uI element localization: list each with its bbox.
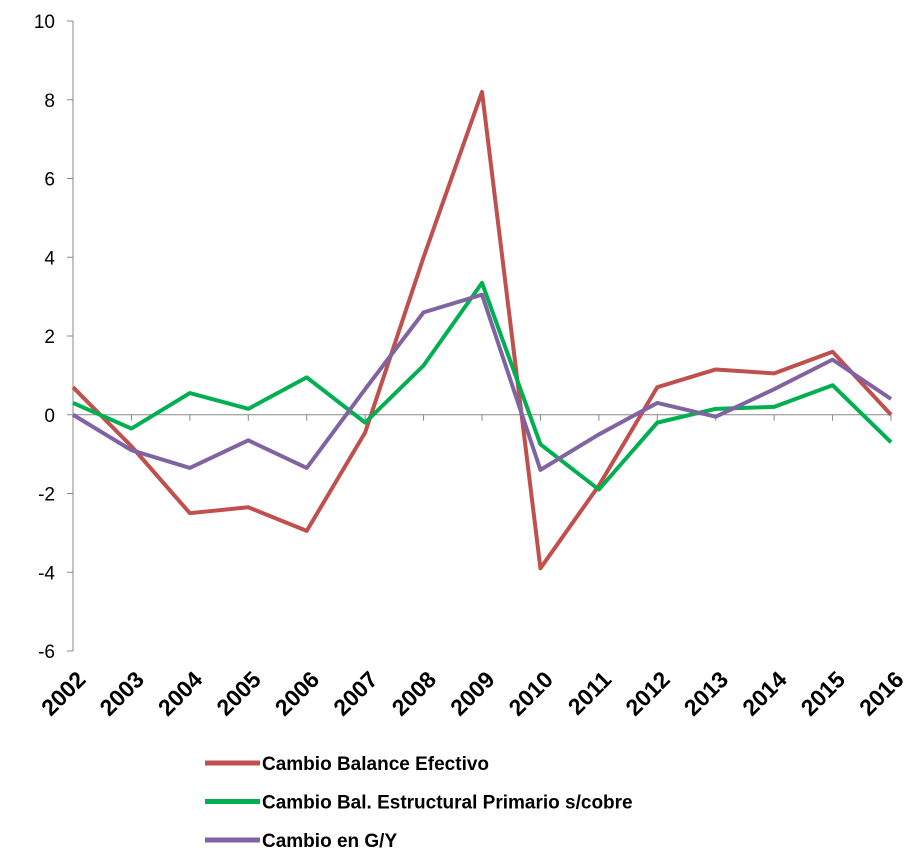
y-tick-label: -6 bbox=[38, 642, 55, 663]
series-line bbox=[72, 280, 893, 492]
y-tick-label: 4 bbox=[44, 248, 55, 269]
x-tick-label: 2002 bbox=[36, 666, 91, 721]
y-tick-label: 0 bbox=[44, 406, 55, 427]
legend-label: Cambio en G/Y bbox=[262, 831, 397, 852]
x-tick-label: 2006 bbox=[270, 666, 325, 721]
x-tick-label: 2009 bbox=[445, 666, 500, 721]
y-tick-label: 10 bbox=[34, 12, 55, 33]
y-tick-label: -4 bbox=[38, 563, 55, 584]
legend-label: Cambio Balance Efectivo bbox=[262, 754, 489, 775]
y-tick-label: -2 bbox=[38, 485, 55, 506]
series-line bbox=[71, 89, 893, 571]
x-tick-label: 2011 bbox=[563, 666, 617, 720]
y-tick-label: 2 bbox=[44, 327, 55, 348]
y-tick-label: 6 bbox=[44, 170, 55, 191]
x-tick-label: 2013 bbox=[679, 666, 734, 721]
x-tick-label: 2010 bbox=[503, 666, 558, 721]
x-tick-label: 2012 bbox=[620, 666, 675, 721]
legend-label: Cambio Bal. Estructural Primario s/cobre bbox=[262, 793, 633, 814]
x-tick-label: 2003 bbox=[94, 666, 149, 721]
x-tick-label: 2008 bbox=[387, 666, 442, 721]
series-line bbox=[71, 292, 893, 472]
x-tick-label: 2015 bbox=[796, 666, 851, 721]
x-tick-label: 2004 bbox=[153, 666, 208, 721]
x-tick-label: 2007 bbox=[328, 666, 383, 721]
x-tick-label: 2005 bbox=[211, 666, 266, 721]
y-tick-label: 8 bbox=[44, 91, 55, 112]
x-tick-label: 2016 bbox=[854, 666, 909, 721]
x-tick-label: 2014 bbox=[737, 666, 792, 721]
